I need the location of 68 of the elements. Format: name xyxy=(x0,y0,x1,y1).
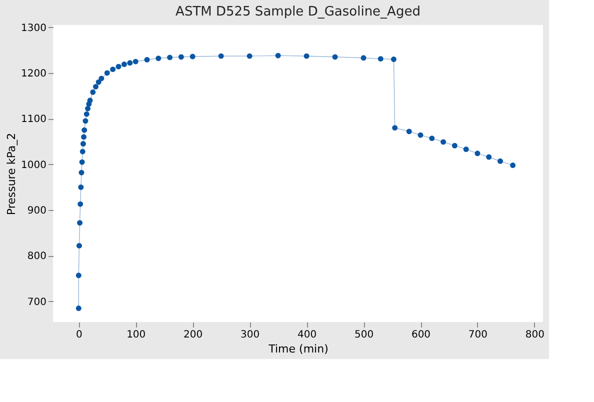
point xyxy=(84,111,90,117)
y-tick-label: 1100 xyxy=(21,114,46,126)
point xyxy=(76,306,82,312)
point xyxy=(81,134,87,140)
point xyxy=(76,272,82,278)
point xyxy=(156,56,162,62)
point xyxy=(90,89,96,95)
point xyxy=(104,70,110,76)
point xyxy=(452,142,458,148)
point xyxy=(87,98,93,104)
x-tick-label: 500 xyxy=(354,330,374,340)
y-tick-label: 700 xyxy=(27,296,46,308)
x-tick-label: 0 xyxy=(76,330,82,340)
point xyxy=(474,150,480,156)
point xyxy=(275,52,281,58)
point xyxy=(406,128,412,134)
y-tick-label: 1000 xyxy=(21,160,46,171)
point xyxy=(304,53,310,59)
point xyxy=(246,53,252,59)
point xyxy=(76,242,82,248)
point xyxy=(463,146,469,152)
point xyxy=(510,162,516,168)
point xyxy=(390,56,396,62)
x-tick-label: 600 xyxy=(411,330,431,340)
point xyxy=(85,106,90,112)
x-tick-label: 300 xyxy=(240,330,260,340)
x-tick-label: 100 xyxy=(126,330,146,340)
point xyxy=(218,53,224,59)
point xyxy=(429,136,435,142)
point xyxy=(440,139,446,145)
x-tick-label: 700 xyxy=(468,330,488,340)
point xyxy=(332,54,338,60)
point xyxy=(78,201,84,207)
point xyxy=(110,66,116,72)
point xyxy=(78,184,84,190)
point xyxy=(190,54,196,60)
point xyxy=(167,54,173,60)
point xyxy=(178,54,184,60)
point xyxy=(82,118,88,124)
point xyxy=(77,220,83,226)
point xyxy=(116,64,122,70)
point xyxy=(498,158,504,164)
point xyxy=(80,148,86,154)
chart-title: ASTM D525 Sample D_Gasoline_Aged xyxy=(176,4,420,20)
point xyxy=(392,125,398,131)
point xyxy=(92,84,98,90)
y-tick-label: 1300 xyxy=(21,22,46,34)
y-tick-label: 1200 xyxy=(21,68,46,80)
point xyxy=(78,170,84,176)
point xyxy=(378,56,384,62)
point xyxy=(132,58,138,64)
point xyxy=(82,127,88,133)
point xyxy=(486,154,492,160)
point xyxy=(418,132,424,138)
y-axis-title: Pressure kPa_2 xyxy=(5,132,18,216)
point xyxy=(144,56,150,62)
point xyxy=(121,62,127,68)
point xyxy=(127,60,133,66)
point xyxy=(79,159,85,165)
x-tick-label: 200 xyxy=(184,330,203,340)
point xyxy=(80,141,86,147)
y-tick-label: 900 xyxy=(27,206,46,217)
x-tick-label: 400 xyxy=(298,330,317,340)
point xyxy=(360,55,366,61)
x-axis-title: Time (min) xyxy=(268,342,328,356)
point xyxy=(98,76,104,82)
x-tick-label: 800 xyxy=(525,330,544,340)
y-tick-label: 800 xyxy=(27,251,46,262)
